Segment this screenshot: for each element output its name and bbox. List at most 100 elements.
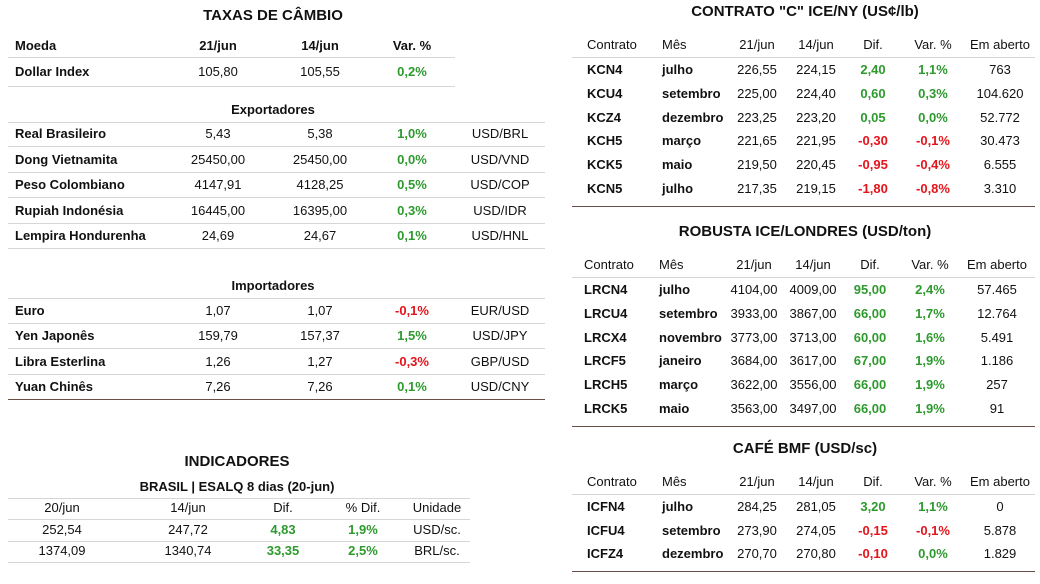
separator <box>8 323 545 324</box>
separator <box>572 57 1035 58</box>
cell: -0,10 <box>858 546 888 561</box>
cell: KCK5 <box>587 157 623 173</box>
column-header: Em aberto <box>970 474 1030 489</box>
cell: 1,1% <box>918 499 948 514</box>
cell: 0,0% <box>918 546 948 561</box>
cell: 257 <box>986 377 1008 393</box>
cell: 3497,00 <box>789 401 837 416</box>
column-header: 14/jun <box>798 474 834 489</box>
separator <box>572 206 1035 207</box>
separator <box>8 171 545 173</box>
cell: 1,5% <box>397 328 427 344</box>
cell: -0,30 <box>858 133 888 149</box>
column-header: 14/jun <box>170 500 206 515</box>
column-header: Dif. <box>273 500 293 515</box>
separator <box>8 562 470 563</box>
separator <box>572 277 1035 278</box>
cell: 16445,00 <box>190 202 246 218</box>
cell: 763 <box>989 62 1011 77</box>
cell: 1,6% <box>915 329 945 345</box>
cell: 66,00 <box>853 305 887 321</box>
cell: 4147,91 <box>194 177 242 192</box>
cell: 270,70 <box>737 546 777 561</box>
separator <box>8 57 455 58</box>
column-header: Mês <box>662 474 687 489</box>
cell: 2,4% <box>915 282 945 297</box>
column-header: Var. % <box>392 38 432 53</box>
cell: 95,00 <box>853 282 887 297</box>
cell: 25450,00 <box>292 151 348 167</box>
subtitle: BRASIL | ESALQ 8 dias (20-jun) <box>139 479 335 494</box>
cell: 0,3% <box>397 202 427 218</box>
column-header: Moeda <box>15 38 57 53</box>
cell: 91 <box>989 401 1005 416</box>
cell: 1,9% <box>915 353 945 369</box>
cell: dezembro <box>662 109 724 125</box>
column-header: Contrato <box>587 37 637 52</box>
cell: -0,8% <box>916 181 950 196</box>
cell: janeiro <box>659 353 702 369</box>
cell: 25450,00 <box>190 151 246 167</box>
separator <box>8 86 455 87</box>
cell: 224,15 <box>796 62 836 77</box>
column-header: Var. % <box>914 474 952 489</box>
section-title: CAFÉ BMF (USD/sc) <box>732 440 878 457</box>
cell: 0,05 <box>860 109 886 125</box>
cell: 217,35 <box>737 181 777 196</box>
cell: 157,37 <box>300 328 340 344</box>
cell: GBP/USD <box>470 353 530 369</box>
separator <box>8 298 545 299</box>
cell: 3933,00 <box>730 305 778 321</box>
cell: 1340,74 <box>164 543 212 558</box>
cell: -0,15 <box>858 522 888 538</box>
cell: 221,95 <box>796 133 836 149</box>
cell: novembro <box>659 329 722 345</box>
separator <box>8 498 470 499</box>
cell: Yuan Chinês <box>15 378 94 394</box>
cell: 221,65 <box>737 133 777 149</box>
cell: 1.829 <box>983 546 1017 561</box>
cell: 2,40 <box>860 62 886 77</box>
cell: USD/IDR <box>473 202 527 218</box>
cell: 0,1% <box>397 378 427 394</box>
separator <box>572 494 1035 495</box>
cell: USD/JPY <box>472 328 528 344</box>
cell: ICFN4 <box>587 499 625 514</box>
column-header: Contrato <box>584 257 634 272</box>
cell: -0,1% <box>916 522 950 538</box>
cell: 7,26 <box>205 378 231 394</box>
cell: 60,00 <box>853 329 887 345</box>
cell: -0,3% <box>395 353 429 369</box>
cell: julho <box>662 62 694 77</box>
separator <box>572 571 1035 572</box>
cell: 1.186 <box>980 353 1014 369</box>
cell: 4,83 <box>270 522 296 537</box>
cell: -0,1% <box>916 133 950 149</box>
cell: 104.620 <box>976 85 1024 101</box>
cell: 226,55 <box>737 62 777 77</box>
separator <box>8 519 470 520</box>
cell: EUR/USD <box>470 303 530 318</box>
cell: LRCF5 <box>584 353 626 369</box>
cell: 3,20 <box>860 499 886 514</box>
cell: 16395,00 <box>292 202 348 218</box>
column-header: Dif. <box>863 474 883 489</box>
column-header: 21/jun <box>739 37 775 52</box>
cell: setembro <box>662 522 721 538</box>
cell: maio <box>659 401 690 416</box>
cell: Dong Vietnamita <box>15 151 118 167</box>
cell: -1,80 <box>858 181 888 196</box>
cell: 5,43 <box>205 126 231 141</box>
cell: -0,1% <box>395 303 429 318</box>
cell: dezembro <box>662 546 724 561</box>
cell: 1,9% <box>915 401 945 416</box>
cell: 5,38 <box>307 126 333 141</box>
cell: 57.465 <box>977 282 1017 297</box>
cell: 3617,00 <box>789 353 837 369</box>
separator <box>8 348 545 350</box>
cell: 284,25 <box>737 499 777 514</box>
cell: 1,7% <box>915 305 945 321</box>
cell: Euro <box>15 303 45 318</box>
separator <box>8 197 545 198</box>
